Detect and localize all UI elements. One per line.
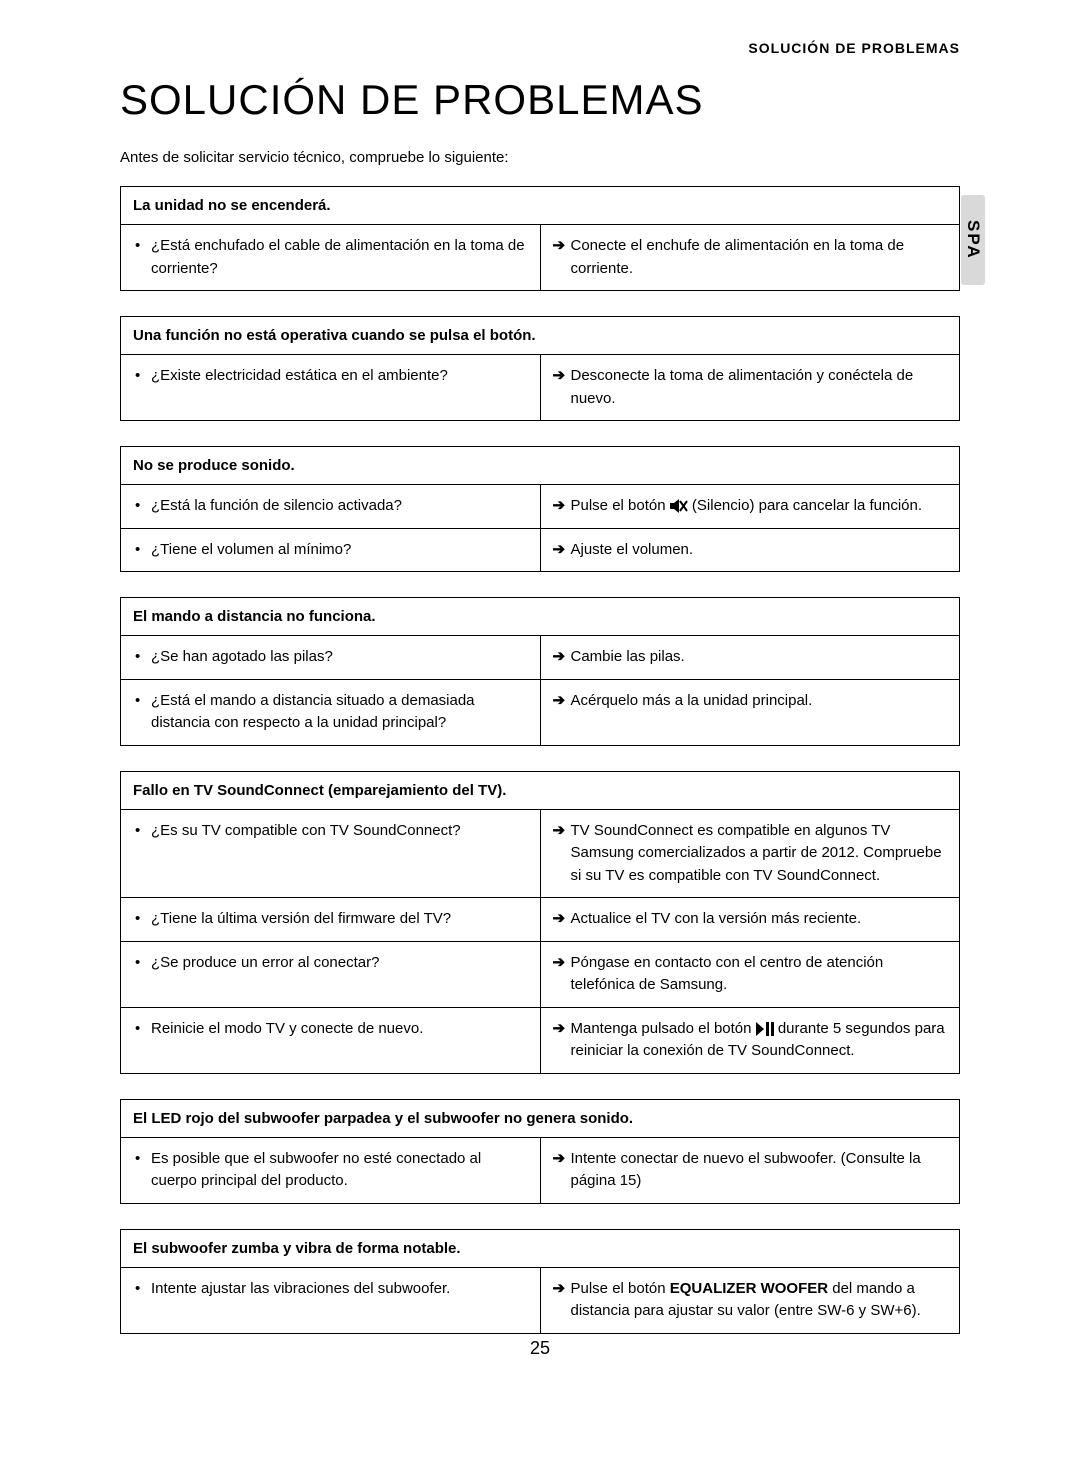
answer-cell: ➔Intente conectar de nuevo el subwoofer.… (540, 1137, 960, 1203)
question-cell: ¿Tiene el volumen al mínimo? (121, 528, 541, 572)
question-item: ¿Está el mando a distancia situado a dem… (135, 690, 528, 735)
question-item: Reinicie el modo TV y conecte de nuevo. (135, 1018, 528, 1041)
arrow-icon: ➔ (553, 646, 566, 669)
arrow-icon: ➔ (553, 235, 566, 258)
question-item: Intente ajustar las vibraciones del subw… (135, 1278, 528, 1301)
breadcrumb-section: SOLUCIÓN DE PROBLEMAS (120, 40, 960, 56)
question-cell: ¿Está el mando a distancia situado a dem… (121, 679, 541, 745)
question-cell: Intente ajustar las vibraciones del subw… (121, 1267, 541, 1333)
question-cell: ¿Está la función de silencio activada? (121, 485, 541, 529)
problem-heading: La unidad no se encenderá. (121, 187, 960, 225)
solution-item: ➔Mantenga pulsado el botón durante 5 seg… (553, 1018, 948, 1063)
solution-item: ➔Pulse el botón EQUALIZER WOOFER del man… (553, 1278, 948, 1323)
question-item: ¿Tiene el volumen al mínimo? (135, 539, 528, 562)
question-item: ¿Está la función de silencio activada? (135, 495, 528, 518)
answer-cell: ➔Mantenga pulsado el botón durante 5 seg… (540, 1007, 960, 1073)
problem-table: La unidad no se encenderá. ¿Está enchufad… (120, 186, 960, 291)
answer-cell: ➔Desconecte la toma de alimentación y co… (540, 355, 960, 421)
problem-heading: El subwoofer zumba y vibra de forma nota… (121, 1229, 960, 1267)
question-cell: ¿Existe electricidad estática en el ambi… (121, 355, 541, 421)
solution-item: ➔Ajuste el volumen. (553, 539, 948, 562)
problem-heading: Una función no está operativa cuando se … (121, 317, 960, 355)
question-item: ¿Se han agotado las pilas? (135, 646, 528, 669)
problem-table: El LED rojo del subwoofer parpadea y el … (120, 1099, 960, 1204)
answer-cell: ➔Pulse el botón EQUALIZER WOOFER del man… (540, 1267, 960, 1333)
answer-cell: ➔Póngase en contacto con el centro de at… (540, 941, 960, 1007)
question-cell: ¿Está enchufado el cable de alimentación… (121, 225, 541, 291)
problem-table: Fallo en TV SoundConnect (emparejamiento… (120, 771, 960, 1074)
answer-cell: ➔Acérquelo más a la unidad principal. (540, 679, 960, 745)
question-cell: Es posible que el subwoofer no esté cone… (121, 1137, 541, 1203)
solution-item: ➔Cambie las pilas. (553, 646, 948, 669)
arrow-icon: ➔ (553, 365, 566, 388)
question-item: ¿Se produce un error al conectar? (135, 952, 528, 975)
answer-cell: ➔Ajuste el volumen. (540, 528, 960, 572)
question-item: Es posible que el subwoofer no esté cone… (135, 1148, 528, 1193)
solution-item: ➔Póngase en contacto con el centro de at… (553, 952, 948, 997)
arrow-icon: ➔ (553, 952, 566, 975)
solution-item: ➔Desconecte la toma de alimentación y co… (553, 365, 948, 410)
language-tab: SPA (961, 195, 985, 285)
question-item: ¿Existe electricidad estática en el ambi… (135, 365, 528, 388)
question-item: ¿Está enchufado el cable de alimentación… (135, 235, 528, 280)
problem-heading: El LED rojo del subwoofer parpadea y el … (121, 1099, 960, 1137)
arrow-icon: ➔ (553, 908, 566, 931)
language-tab-label: SPA (963, 220, 983, 260)
arrow-icon: ➔ (553, 539, 566, 562)
answer-cell: ➔Cambie las pilas. (540, 636, 960, 680)
question-cell: ¿Tiene la última versión del firmware de… (121, 898, 541, 942)
problem-table: El mando a distancia no funciona. ¿Se han… (120, 597, 960, 746)
mute-icon (670, 498, 688, 514)
solution-item: ➔Conecte el enchufe de alimentación en l… (553, 235, 948, 280)
answer-cell: ➔TV SoundConnect es compatible en alguno… (540, 809, 960, 898)
question-cell: ¿Se produce un error al conectar? (121, 941, 541, 1007)
solution-item: ➔Pulse el botón (Silencio) para cancelar… (553, 495, 948, 518)
arrow-icon: ➔ (553, 1148, 566, 1171)
arrow-icon: ➔ (553, 690, 566, 713)
solution-item: ➔Acérquelo más a la unidad principal. (553, 690, 948, 713)
question-cell: ¿Se han agotado las pilas? (121, 636, 541, 680)
arrow-icon: ➔ (553, 495, 566, 518)
question-item: ¿Es su TV compatible con TV SoundConnect… (135, 820, 528, 843)
arrow-icon: ➔ (553, 1278, 566, 1301)
solution-item: ➔TV SoundConnect es compatible en alguno… (553, 820, 948, 888)
problem-heading: El mando a distancia no funciona. (121, 598, 960, 636)
problem-heading: No se produce sonido. (121, 447, 960, 485)
arrow-icon: ➔ (553, 1018, 566, 1041)
arrow-icon: ➔ (553, 820, 566, 843)
page-number: 25 (0, 1338, 1080, 1359)
solution-item: ➔Intente conectar de nuevo el subwoofer.… (553, 1148, 948, 1193)
answer-cell: ➔Actualice el TV con la versión más reci… (540, 898, 960, 942)
intro-text: Antes de solicitar servicio técnico, com… (120, 149, 960, 166)
problem-heading: Fallo en TV SoundConnect (emparejamiento… (121, 771, 960, 809)
play-pause-icon (756, 1022, 774, 1036)
question-item: ¿Tiene la última versión del firmware de… (135, 908, 528, 931)
answer-cell: ➔Pulse el botón (Silencio) para cancelar… (540, 485, 960, 529)
answer-cell: ➔Conecte el enchufe de alimentación en l… (540, 225, 960, 291)
problem-table: Una función no está operativa cuando se … (120, 316, 960, 421)
page-title: SOLUCIÓN DE PROBLEMAS (120, 76, 960, 124)
question-cell: ¿Es su TV compatible con TV SoundConnect… (121, 809, 541, 898)
question-cell: Reinicie el modo TV y conecte de nuevo. (121, 1007, 541, 1073)
solution-item: ➔Actualice el TV con la versión más reci… (553, 908, 948, 931)
problem-table: No se produce sonido. ¿Está la función de… (120, 446, 960, 572)
problem-table: El subwoofer zumba y vibra de forma nota… (120, 1229, 960, 1334)
